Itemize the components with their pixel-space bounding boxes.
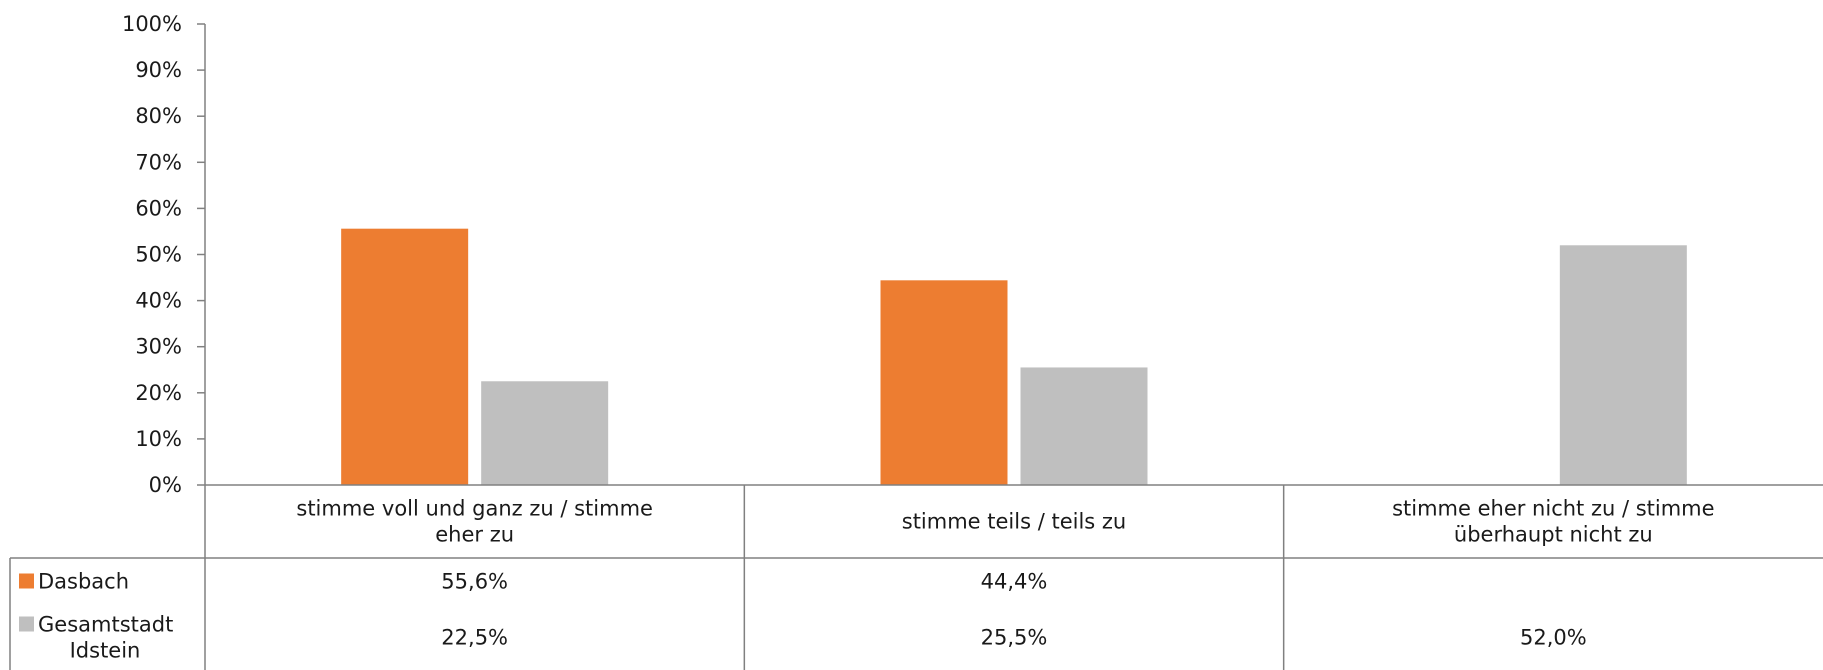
bar-gesamtstadt-0 (481, 381, 609, 485)
data-table-value: 55,6% (441, 570, 508, 594)
y-tick-label: 60% (135, 196, 182, 220)
bar-gesamtstadt-1 (1020, 367, 1148, 485)
data-table-value: 22,5% (441, 626, 508, 650)
y-tick-label: 90% (135, 58, 182, 82)
legend-key-dasbach (19, 573, 34, 589)
bar-dasbach-1 (880, 280, 1008, 485)
y-tick-label: 20% (135, 381, 182, 405)
y-tick-label: 30% (135, 335, 182, 359)
category-label: überhaupt nicht zu (1454, 523, 1653, 547)
data-table-value: 52,0% (1520, 626, 1587, 650)
y-tick-label: 100% (122, 12, 182, 36)
data-table-value: 25,5% (981, 626, 1048, 650)
bar-gesamtstadt-2 (1559, 245, 1687, 485)
y-tick-label: 10% (135, 427, 182, 451)
legend-label: Dasbach (38, 570, 129, 594)
legend-label: Idstein (70, 639, 141, 663)
y-tick-label: 0% (149, 473, 182, 497)
category-label: stimme teils / teils zu (902, 510, 1126, 534)
y-tick-label: 80% (135, 104, 182, 128)
y-tick-label: 40% (135, 289, 182, 313)
category-label: eher zu (435, 523, 514, 547)
category-label: stimme voll und ganz zu / stimme (296, 497, 653, 521)
category-label: stimme eher nicht zu / stimme (1392, 497, 1715, 521)
y-tick-label: 50% (135, 243, 182, 267)
legend-label: Gesamtstadt (38, 613, 173, 637)
data-table-value: 44,4% (981, 570, 1048, 594)
bar-dasbach-0 (341, 228, 469, 485)
legend-key-gesamtstadt (19, 616, 34, 632)
y-tick-label: 70% (135, 150, 182, 174)
